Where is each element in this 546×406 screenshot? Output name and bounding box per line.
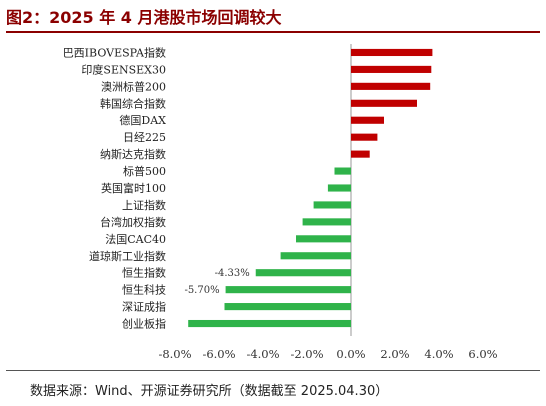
category-label-15: 深证成指 [122, 300, 166, 314]
title-rule [6, 31, 540, 33]
bar-8 [327, 184, 351, 192]
bar-2 [351, 82, 431, 90]
category-label-16: 创业板指 [122, 317, 166, 331]
category-label-11: 法国CAC40 [105, 232, 166, 246]
bar-5 [351, 133, 378, 141]
bar-9 [313, 201, 351, 209]
x-tick-label-3: -2.0% [290, 347, 323, 361]
bar-0 [351, 48, 433, 57]
category-label-9: 上证指数 [122, 198, 166, 212]
chart-title: 图2：2025 年 4 月港股市场回调较大 [6, 8, 282, 27]
category-label-8: 英国富时100 [101, 181, 166, 195]
category-label-7: 标普500 [123, 164, 166, 178]
category-label-0: 巴西IBOVESPA指数 [63, 45, 166, 59]
bar-16 [188, 319, 351, 328]
source-note: 数据来源：Wind、开源证券研究所（数据截至 2025.04.30） [30, 384, 389, 399]
bar-12 [280, 252, 351, 260]
x-tick-label-4: 0.0% [336, 347, 365, 361]
x-tick-label-7: 6.0% [468, 347, 497, 361]
bar-15 [224, 303, 351, 311]
category-label-12: 道琼斯工业指数 [89, 249, 166, 263]
bar-7 [334, 167, 351, 175]
category-label-1: 印度SENSEX30 [81, 62, 166, 76]
bar-6 [351, 150, 370, 158]
bar-10 [302, 218, 351, 226]
category-label-5: 日经225 [123, 131, 166, 144]
bar-14 [225, 286, 351, 294]
x-tick-label-5: 2.0% [380, 347, 409, 361]
bar-11 [296, 235, 351, 243]
category-label-4: 德国DAX [119, 113, 166, 127]
x-tick-label-0: -8.0% [158, 347, 191, 361]
category-label-14: 恒生科技 [122, 283, 166, 297]
data-label-13: -4.33% [215, 268, 250, 279]
bar-3 [351, 99, 417, 107]
x-tick-label-6: 4.0% [424, 347, 453, 361]
source-rule [6, 370, 540, 371]
bar-1 [351, 65, 432, 73]
category-label-10: 台湾加权指数 [100, 215, 166, 229]
bar-4 [351, 116, 384, 124]
category-label-13: 恒生指数 [122, 266, 166, 280]
bar-13 [255, 269, 351, 277]
x-tick-label-2: -4.0% [246, 347, 279, 361]
category-label-3: 韩国综合指数 [100, 96, 166, 110]
x-tick-label-1: -6.0% [202, 347, 235, 361]
data-label-14: -5.70% [184, 285, 219, 296]
category-label-2: 澳洲标普200 [101, 79, 166, 93]
category-label-6: 纳斯达克指数 [100, 147, 166, 161]
